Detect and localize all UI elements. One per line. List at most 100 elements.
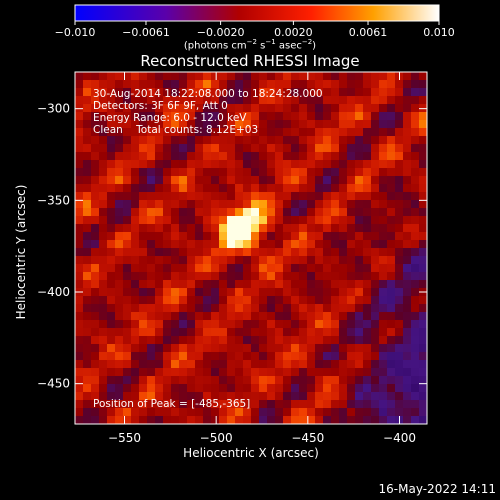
- heatmap-cell: [227, 168, 236, 177]
- heatmap-cell: [107, 264, 116, 273]
- heatmap-cell: [371, 88, 380, 97]
- heatmap-cell: [283, 184, 292, 193]
- heatmap-cell: [299, 408, 308, 417]
- heatmap-cell: [283, 392, 292, 401]
- heatmap-cell: [347, 144, 356, 153]
- heatmap-cell: [211, 272, 220, 281]
- heatmap-cell: [419, 352, 428, 361]
- heatmap-cell: [275, 376, 284, 385]
- heatmap-cell: [179, 296, 188, 305]
- annotation-counts: Clean Total counts: 8.12E+03: [93, 124, 258, 136]
- heatmap-cell: [203, 320, 212, 329]
- heatmap-cell: [331, 216, 340, 225]
- heatmap-cell: [123, 320, 132, 329]
- heatmap-cell: [259, 136, 268, 145]
- heatmap-cell: [419, 304, 428, 313]
- heatmap-cell: [155, 248, 164, 257]
- heatmap-cell: [83, 280, 92, 289]
- heatmap-cell: [403, 128, 412, 137]
- heatmap-cell: [339, 304, 348, 313]
- heatmap-cell: [395, 208, 404, 217]
- heatmap-cell: [83, 376, 92, 385]
- heatmap-cell: [219, 304, 228, 313]
- heatmap-cell: [179, 328, 188, 337]
- heatmap-cell: [187, 312, 196, 321]
- heatmap-cell: [419, 80, 428, 89]
- heatmap-cell: [243, 400, 252, 409]
- heatmap-cell: [123, 408, 132, 417]
- heatmap-cell: [147, 392, 156, 401]
- heatmap-cell: [107, 88, 116, 97]
- heatmap-cell: [91, 160, 100, 169]
- heatmap-cell: [147, 192, 156, 201]
- heatmap-cell: [131, 184, 140, 193]
- heatmap-cell: [275, 272, 284, 281]
- heatmap-cell: [355, 288, 364, 297]
- heatmap-cell: [387, 384, 396, 393]
- heatmap-cell: [195, 224, 204, 233]
- heatmap-cell: [179, 136, 188, 145]
- heatmap-cell: [299, 136, 308, 145]
- heatmap-cell: [83, 184, 92, 193]
- heatmap-cell: [123, 360, 132, 369]
- heatmap-cell: [307, 200, 316, 209]
- heatmap-cell: [219, 160, 228, 169]
- heatmap-cell: [347, 120, 356, 129]
- heatmap-cell: [123, 312, 132, 321]
- heatmap-cell: [339, 200, 348, 209]
- heatmap-cell: [211, 416, 220, 425]
- heatmap-cell: [267, 336, 276, 345]
- heatmap-cell: [235, 224, 244, 233]
- heatmap-cell: [347, 400, 356, 409]
- heatmap-cell: [363, 368, 372, 377]
- heatmap-cell: [235, 328, 244, 337]
- heatmap-cell: [275, 176, 284, 185]
- heatmap-cell: [283, 96, 292, 105]
- heatmap-cell: [171, 248, 180, 257]
- heatmap-cell: [147, 96, 156, 105]
- heatmap-cell: [379, 200, 388, 209]
- heatmap-cell: [403, 392, 412, 401]
- heatmap-cell: [291, 360, 300, 369]
- heatmap-cell: [355, 264, 364, 273]
- heatmap-cell: [275, 160, 284, 169]
- heatmap-cell: [283, 328, 292, 337]
- heatmap-cell: [123, 216, 132, 225]
- heatmap-cell: [115, 200, 124, 209]
- heatmap-cell: [363, 144, 372, 153]
- heatmap-cell: [147, 344, 156, 353]
- heatmap-cell: [107, 384, 116, 393]
- heatmap-cell: [91, 272, 100, 281]
- heatmap-cell: [99, 336, 108, 345]
- heatmap-cell: [195, 416, 204, 425]
- heatmap-cell: [107, 272, 116, 281]
- heatmap-cell: [219, 128, 228, 137]
- heatmap-cell: [187, 336, 196, 345]
- heatmap-cell: [315, 336, 324, 345]
- heatmap-cell: [307, 176, 316, 185]
- heatmap-cell: [315, 368, 324, 377]
- heatmap-cell: [371, 376, 380, 385]
- heatmap-cell: [315, 96, 324, 105]
- heatmap-cell: [363, 176, 372, 185]
- heatmap-cell: [155, 344, 164, 353]
- heatmap-cell: [251, 120, 260, 129]
- heatmap-cell: [267, 368, 276, 377]
- heatmap-cell: [107, 368, 116, 377]
- heatmap-cell: [363, 208, 372, 217]
- heatmap-cell: [299, 216, 308, 225]
- heatmap-cell: [243, 232, 252, 241]
- heatmap-cell: [339, 264, 348, 273]
- heatmap-cell: [355, 352, 364, 361]
- heatmap-cell: [227, 280, 236, 289]
- heatmap-cell: [219, 248, 228, 257]
- heatmap-cell: [283, 400, 292, 409]
- heatmap-cell: [99, 304, 108, 313]
- heatmap-cell: [267, 376, 276, 385]
- heatmap-cell: [395, 312, 404, 321]
- heatmap-cell: [355, 344, 364, 353]
- heatmap-cell: [251, 312, 260, 321]
- heatmap-cell: [91, 80, 100, 89]
- heatmap-cell: [171, 304, 180, 313]
- heatmap-cell: [131, 376, 140, 385]
